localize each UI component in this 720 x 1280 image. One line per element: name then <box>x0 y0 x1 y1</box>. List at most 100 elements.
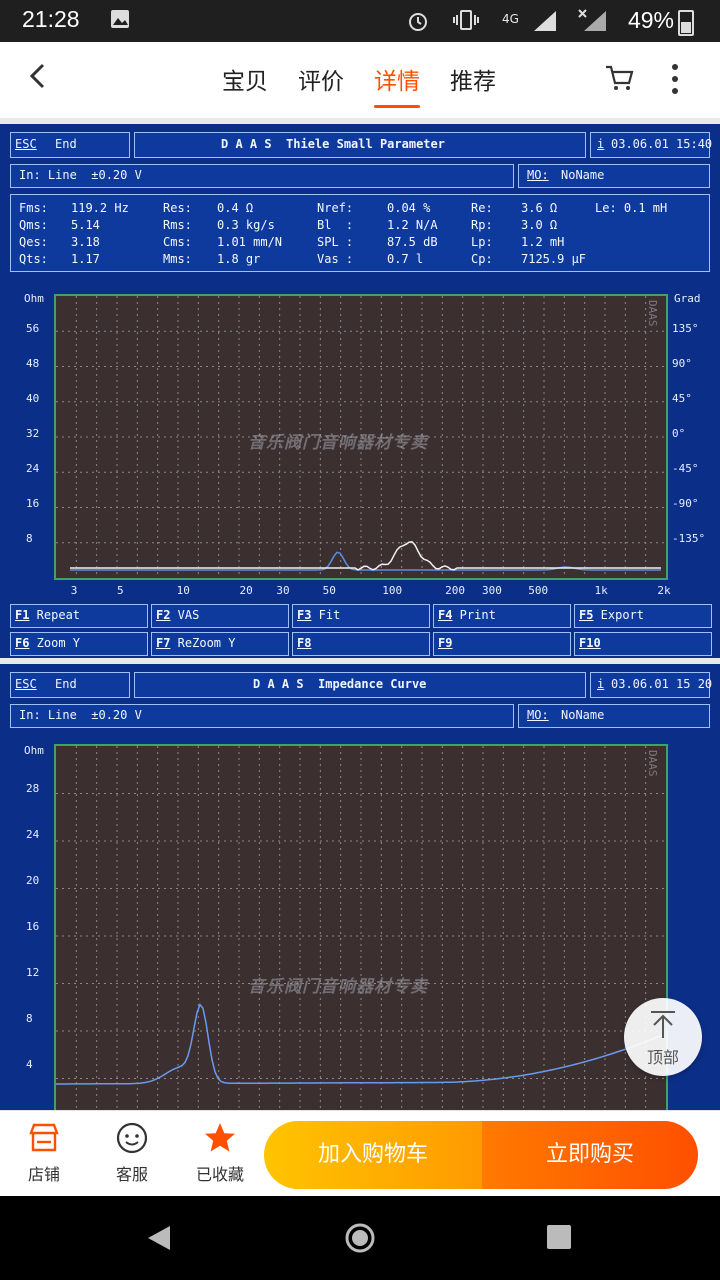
daas-title: D A A S Impedance Curve <box>253 677 427 691</box>
add-to-cart-button[interactable]: 加入购物车 <box>264 1121 482 1189</box>
cart-icon[interactable] <box>604 64 634 96</box>
daas-thiele-panel: ESC End D A A S Thiele Small Parameter i… <box>0 124 720 658</box>
bottom-action-bar: 店铺 客服 已收藏 加入购物车 立即购买 <box>0 1110 720 1197</box>
watermark: 音乐阀门音响器材专卖 <box>248 433 428 453</box>
function-key-code: F4 <box>438 608 453 622</box>
ts-param-cell: 3.18 <box>71 235 100 249</box>
function-key-f10[interactable]: F10 <box>574 632 712 656</box>
gallery-icon <box>110 9 130 35</box>
function-key-f6[interactable]: F6 Zoom Y <box>10 632 148 656</box>
favorite-button[interactable]: 已收藏 <box>190 1121 250 1185</box>
function-key-code: F7 <box>156 636 171 650</box>
y2-tick-label: -135° <box>672 532 706 545</box>
impedance-curve <box>56 1003 666 1085</box>
nav-tabs: 宝贝 评价 详情 推荐 <box>222 62 496 108</box>
x-tick-label: 30 <box>276 584 290 597</box>
watermark: 音乐阀门音响器材专卖 <box>248 977 428 997</box>
x-tick-label: 500 <box>528 584 549 597</box>
service-button[interactable]: 客服 <box>102 1121 162 1185</box>
more-icon[interactable] <box>672 64 680 100</box>
input-box: In: Line ±0.20 V <box>10 704 514 728</box>
x-tick-label: 5 <box>117 584 124 597</box>
function-key-label: Export <box>593 608 645 622</box>
tab-recommend[interactable]: 推荐 <box>450 69 496 95</box>
shop-button[interactable]: 店铺 <box>14 1121 74 1185</box>
function-key-label: Zoom Y <box>29 636 81 650</box>
datetime-box: i 03.06.01 15 20 <box>590 672 712 698</box>
service-label: 客服 <box>115 1165 148 1184</box>
function-key-f8[interactable]: F8 <box>292 632 430 656</box>
tab-details[interactable]: 详情 <box>374 62 420 108</box>
ts-param-cell: 0.04 % <box>387 201 431 215</box>
end-label: End <box>55 677 77 691</box>
ts-param-cell: 119.2 Hz <box>71 201 129 215</box>
x-tick-label: 2k <box>657 584 671 597</box>
function-key-code: F10 <box>579 636 601 650</box>
system-back-icon[interactable] <box>146 1224 172 1252</box>
datetime-box: i 03.06.01 15:40 <box>590 132 713 158</box>
title-box: D A A S Impedance Curve <box>134 672 586 698</box>
end-label: End <box>55 137 77 151</box>
ts-param-cell: 1.2 N/A <box>387 218 438 232</box>
x-tick-label: 200 <box>445 584 466 597</box>
y2-axis-unit: Grad <box>674 292 701 305</box>
vibrate-icon <box>452 9 480 37</box>
tab-item[interactable]: 宝贝 <box>222 69 268 95</box>
y-tick-label: 40 <box>26 392 40 405</box>
back-icon[interactable] <box>28 62 46 96</box>
buy-now-button[interactable]: 立即购买 <box>482 1121 698 1189</box>
mo-label: MO: <box>527 168 549 182</box>
mo-value: NoName <box>561 708 605 722</box>
mo-box: MO: NoName <box>518 704 710 728</box>
y-axis-unit: Ohm <box>24 744 44 757</box>
y-tick-label: 8 <box>26 532 33 545</box>
daas-logo: DAAS <box>646 300 659 327</box>
network-type: 4G <box>502 12 519 26</box>
y-axis-unit: Ohm <box>24 292 44 305</box>
mo-value: NoName <box>561 168 605 182</box>
function-key-f7[interactable]: F7 ReZoom Y <box>151 632 289 656</box>
back-to-top-button[interactable]: 顶部 <box>624 998 702 1076</box>
x-tick-label: 100 <box>382 584 403 597</box>
function-key-f2[interactable]: F2 VAS <box>151 604 289 628</box>
input-box: In: Line ±0.20 V <box>10 164 514 188</box>
function-key-f4[interactable]: F4 Print <box>433 604 571 628</box>
info-icon: i <box>597 677 605 691</box>
daas-logo: DAAS <box>646 750 659 777</box>
ts-param-cell: Qms: <box>19 218 48 232</box>
esc-label: ESC <box>15 137 37 151</box>
system-recents-icon[interactable] <box>546 1224 572 1250</box>
y-tick-label: 24 <box>26 828 40 841</box>
x-tick-label: 1k <box>594 584 608 597</box>
ts-param-cell: Res: <box>163 201 192 215</box>
function-key-f1[interactable]: F1 Repeat <box>10 604 148 628</box>
ts-param-cell: Qts: <box>19 252 48 266</box>
ts-param-cell: Mms: <box>163 252 192 266</box>
signal-icon <box>532 9 558 39</box>
function-key-label: Print <box>452 608 496 622</box>
tab-reviews[interactable]: 评价 <box>298 69 344 95</box>
back-to-top-label: 顶部 <box>646 1048 679 1067</box>
y2-tick-label: 135° <box>672 322 699 335</box>
ts-param-cell: 1.2 mH <box>521 235 565 249</box>
ts-param-cell: 1.17 <box>71 252 100 266</box>
function-key-f3[interactable]: F3 Fit <box>292 604 430 628</box>
function-key-f5[interactable]: F5 Export <box>574 604 712 628</box>
ts-param-cell: Re: <box>471 201 493 215</box>
system-home-icon[interactable] <box>344 1222 376 1254</box>
info-icon: i <box>597 137 605 151</box>
ts-param-cell: 3.6 Ω <box>521 201 558 215</box>
function-key-code: F5 <box>579 608 594 622</box>
title-box: D A A S Thiele Small Parameter <box>134 132 586 158</box>
ts-param-cell: Nref: <box>317 201 354 215</box>
impedance-curve-plot: 音乐阀门音响器材专卖 DAAS <box>54 744 668 1110</box>
ts-param-cell: Le: 0.1 mH <box>595 201 668 215</box>
ts-param-cell: Qes: <box>19 235 48 249</box>
ts-param-cell: 87.5 dB <box>387 235 438 249</box>
input-level: In: Line ±0.20 V <box>19 168 142 182</box>
function-key-f9[interactable]: F9 <box>433 632 571 656</box>
datetime: 03.06.01 15:40 <box>611 137 713 151</box>
status-bar: 21:28 4G 49% <box>0 0 720 42</box>
function-key-code: F1 <box>15 608 30 622</box>
y2-tick-label: -90° <box>672 497 699 510</box>
